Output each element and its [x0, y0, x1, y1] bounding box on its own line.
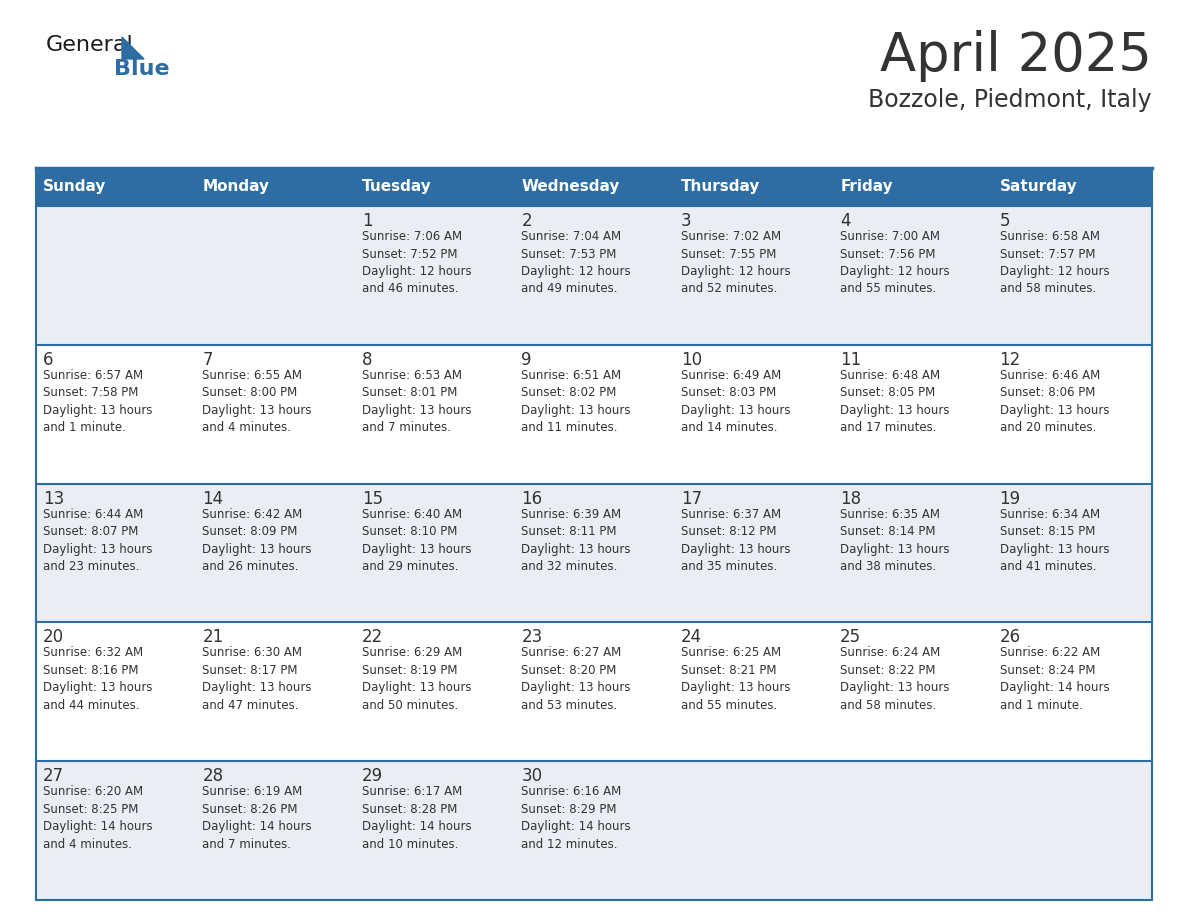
Bar	[36, 622, 1152, 761]
Text: 22: 22	[362, 629, 383, 646]
Bar	[36, 761, 1152, 900]
Text: 4: 4	[840, 212, 851, 230]
Text: 3: 3	[681, 212, 691, 230]
Bar	[36, 206, 1152, 345]
Text: Sunrise: 6:22 AM
Sunset: 8:24 PM
Daylight: 14 hours
and 1 minute.: Sunrise: 6:22 AM Sunset: 8:24 PM Dayligh…	[999, 646, 1110, 711]
Text: Sunrise: 6:16 AM
Sunset: 8:29 PM
Daylight: 14 hours
and 12 minutes.: Sunrise: 6:16 AM Sunset: 8:29 PM Dayligh…	[522, 785, 631, 851]
Text: 26: 26	[999, 629, 1020, 646]
Text: 14: 14	[202, 489, 223, 508]
Text: 6: 6	[43, 351, 53, 369]
Text: Thursday: Thursday	[681, 180, 760, 195]
Text: 17: 17	[681, 489, 702, 508]
Bar	[992, 168, 1152, 206]
Text: Sunrise: 6:19 AM
Sunset: 8:26 PM
Daylight: 14 hours
and 7 minutes.: Sunrise: 6:19 AM Sunset: 8:26 PM Dayligh…	[202, 785, 312, 851]
Bar	[36, 345, 1152, 484]
Text: Sunrise: 6:46 AM
Sunset: 8:06 PM
Daylight: 13 hours
and 20 minutes.: Sunrise: 6:46 AM Sunset: 8:06 PM Dayligh…	[999, 369, 1110, 434]
Text: Sunrise: 6:42 AM
Sunset: 8:09 PM
Daylight: 13 hours
and 26 minutes.: Sunrise: 6:42 AM Sunset: 8:09 PM Dayligh…	[202, 508, 312, 573]
Text: April 2025: April 2025	[880, 30, 1152, 82]
Text: Blue: Blue	[114, 59, 170, 79]
Text: 1: 1	[362, 212, 373, 230]
Bar	[196, 168, 355, 206]
Text: Wednesday: Wednesday	[522, 180, 620, 195]
Bar	[36, 484, 1152, 622]
Text: 9: 9	[522, 351, 532, 369]
Text: Sunrise: 6:51 AM
Sunset: 8:02 PM
Daylight: 13 hours
and 11 minutes.: Sunrise: 6:51 AM Sunset: 8:02 PM Dayligh…	[522, 369, 631, 434]
Text: Sunrise: 6:17 AM
Sunset: 8:28 PM
Daylight: 14 hours
and 10 minutes.: Sunrise: 6:17 AM Sunset: 8:28 PM Dayligh…	[362, 785, 472, 851]
Text: Sunrise: 6:37 AM
Sunset: 8:12 PM
Daylight: 13 hours
and 35 minutes.: Sunrise: 6:37 AM Sunset: 8:12 PM Dayligh…	[681, 508, 790, 573]
Text: 19: 19	[999, 489, 1020, 508]
Text: 24: 24	[681, 629, 702, 646]
Text: Sunrise: 6:40 AM
Sunset: 8:10 PM
Daylight: 13 hours
and 29 minutes.: Sunrise: 6:40 AM Sunset: 8:10 PM Dayligh…	[362, 508, 472, 573]
Text: Sunrise: 7:02 AM
Sunset: 7:55 PM
Daylight: 12 hours
and 52 minutes.: Sunrise: 7:02 AM Sunset: 7:55 PM Dayligh…	[681, 230, 790, 296]
Text: Sunrise: 6:27 AM
Sunset: 8:20 PM
Daylight: 13 hours
and 53 minutes.: Sunrise: 6:27 AM Sunset: 8:20 PM Dayligh…	[522, 646, 631, 711]
Polygon shape	[122, 37, 144, 59]
Text: 21: 21	[202, 629, 223, 646]
Text: General: General	[46, 35, 134, 55]
Text: 8: 8	[362, 351, 372, 369]
Text: Sunrise: 6:20 AM
Sunset: 8:25 PM
Daylight: 14 hours
and 4 minutes.: Sunrise: 6:20 AM Sunset: 8:25 PM Dayligh…	[43, 785, 152, 851]
Text: 16: 16	[522, 489, 543, 508]
Text: 20: 20	[43, 629, 64, 646]
Text: 28: 28	[202, 767, 223, 785]
Text: Sunrise: 6:34 AM
Sunset: 8:15 PM
Daylight: 13 hours
and 41 minutes.: Sunrise: 6:34 AM Sunset: 8:15 PM Dayligh…	[999, 508, 1110, 573]
Text: Bozzole, Piedmont, Italy: Bozzole, Piedmont, Italy	[868, 88, 1152, 112]
Text: 25: 25	[840, 629, 861, 646]
Text: 27: 27	[43, 767, 64, 785]
Bar	[514, 168, 674, 206]
Text: Sunrise: 6:30 AM
Sunset: 8:17 PM
Daylight: 13 hours
and 47 minutes.: Sunrise: 6:30 AM Sunset: 8:17 PM Dayligh…	[202, 646, 312, 711]
Bar	[833, 168, 992, 206]
Text: 30: 30	[522, 767, 543, 785]
Text: 5: 5	[999, 212, 1010, 230]
Bar	[36, 168, 196, 206]
Text: Sunrise: 6:39 AM
Sunset: 8:11 PM
Daylight: 13 hours
and 32 minutes.: Sunrise: 6:39 AM Sunset: 8:11 PM Dayligh…	[522, 508, 631, 573]
Text: Tuesday: Tuesday	[362, 180, 431, 195]
Text: Sunrise: 6:48 AM
Sunset: 8:05 PM
Daylight: 13 hours
and 17 minutes.: Sunrise: 6:48 AM Sunset: 8:05 PM Dayligh…	[840, 369, 949, 434]
Text: Friday: Friday	[840, 180, 892, 195]
Text: Sunrise: 6:35 AM
Sunset: 8:14 PM
Daylight: 13 hours
and 38 minutes.: Sunrise: 6:35 AM Sunset: 8:14 PM Dayligh…	[840, 508, 949, 573]
Text: Sunrise: 6:24 AM
Sunset: 8:22 PM
Daylight: 13 hours
and 58 minutes.: Sunrise: 6:24 AM Sunset: 8:22 PM Dayligh…	[840, 646, 949, 711]
Text: Sunrise: 6:49 AM
Sunset: 8:03 PM
Daylight: 13 hours
and 14 minutes.: Sunrise: 6:49 AM Sunset: 8:03 PM Dayligh…	[681, 369, 790, 434]
Text: Sunrise: 6:57 AM
Sunset: 7:58 PM
Daylight: 13 hours
and 1 minute.: Sunrise: 6:57 AM Sunset: 7:58 PM Dayligh…	[43, 369, 152, 434]
Text: Sunrise: 6:32 AM
Sunset: 8:16 PM
Daylight: 13 hours
and 44 minutes.: Sunrise: 6:32 AM Sunset: 8:16 PM Dayligh…	[43, 646, 152, 711]
Text: Sunrise: 6:44 AM
Sunset: 8:07 PM
Daylight: 13 hours
and 23 minutes.: Sunrise: 6:44 AM Sunset: 8:07 PM Dayligh…	[43, 508, 152, 573]
Text: Sunrise: 7:06 AM
Sunset: 7:52 PM
Daylight: 12 hours
and 46 minutes.: Sunrise: 7:06 AM Sunset: 7:52 PM Dayligh…	[362, 230, 472, 296]
Text: 18: 18	[840, 489, 861, 508]
Text: Sunrise: 6:25 AM
Sunset: 8:21 PM
Daylight: 13 hours
and 55 minutes.: Sunrise: 6:25 AM Sunset: 8:21 PM Dayligh…	[681, 646, 790, 711]
Text: 11: 11	[840, 351, 861, 369]
Text: Sunday: Sunday	[43, 180, 107, 195]
Text: Sunrise: 6:58 AM
Sunset: 7:57 PM
Daylight: 12 hours
and 58 minutes.: Sunrise: 6:58 AM Sunset: 7:57 PM Dayligh…	[999, 230, 1110, 296]
Text: Sunrise: 6:55 AM
Sunset: 8:00 PM
Daylight: 13 hours
and 4 minutes.: Sunrise: 6:55 AM Sunset: 8:00 PM Dayligh…	[202, 369, 312, 434]
Text: Sunrise: 6:29 AM
Sunset: 8:19 PM
Daylight: 13 hours
and 50 minutes.: Sunrise: 6:29 AM Sunset: 8:19 PM Dayligh…	[362, 646, 472, 711]
Bar	[674, 168, 833, 206]
Text: 10: 10	[681, 351, 702, 369]
Text: 2: 2	[522, 212, 532, 230]
Text: Sunrise: 7:04 AM
Sunset: 7:53 PM
Daylight: 12 hours
and 49 minutes.: Sunrise: 7:04 AM Sunset: 7:53 PM Dayligh…	[522, 230, 631, 296]
Bar	[355, 168, 514, 206]
Text: Sunrise: 7:00 AM
Sunset: 7:56 PM
Daylight: 12 hours
and 55 minutes.: Sunrise: 7:00 AM Sunset: 7:56 PM Dayligh…	[840, 230, 949, 296]
Text: 13: 13	[43, 489, 64, 508]
Text: 15: 15	[362, 489, 383, 508]
Text: Monday: Monday	[202, 180, 270, 195]
Text: Sunrise: 6:53 AM
Sunset: 8:01 PM
Daylight: 13 hours
and 7 minutes.: Sunrise: 6:53 AM Sunset: 8:01 PM Dayligh…	[362, 369, 472, 434]
Text: 12: 12	[999, 351, 1020, 369]
Text: 7: 7	[202, 351, 213, 369]
Text: Saturday: Saturday	[999, 180, 1078, 195]
Text: 29: 29	[362, 767, 383, 785]
Text: 23: 23	[522, 629, 543, 646]
